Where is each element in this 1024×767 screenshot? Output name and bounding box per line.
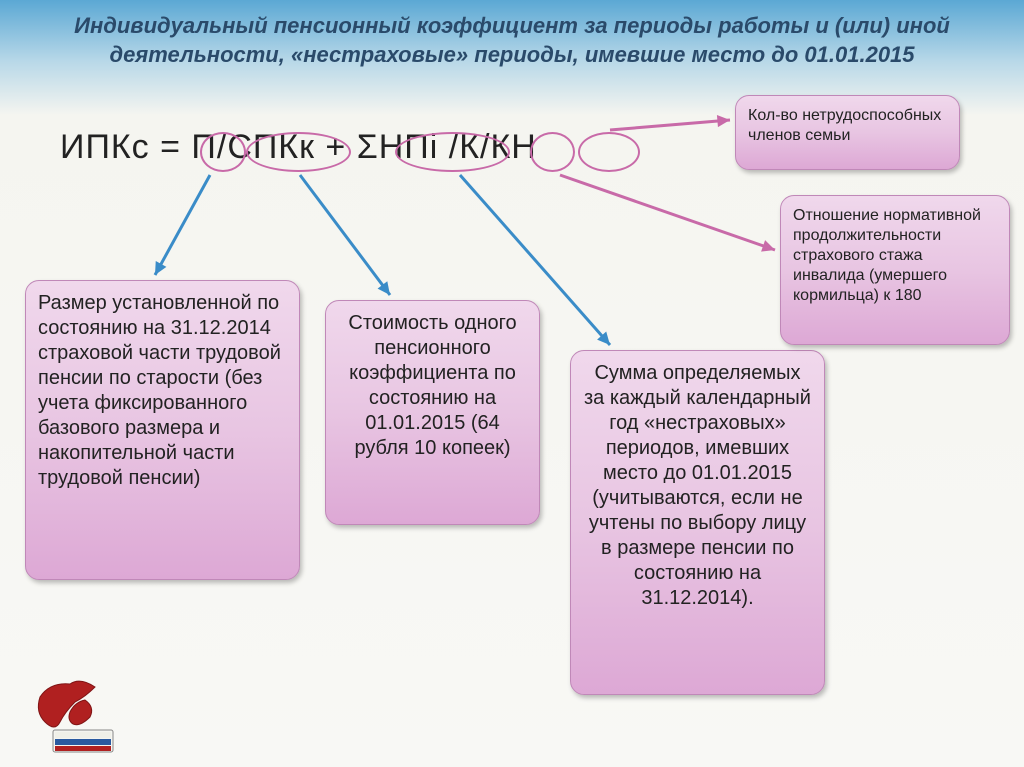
- formula-term-circle: [200, 132, 246, 172]
- formula-term-circle: [530, 132, 575, 172]
- formula-term-circle: [246, 132, 351, 172]
- info-box-b5: Отношение нормативной продолжительности …: [780, 195, 1010, 345]
- page-title: Индивидуальный пенсионный коэффициент за…: [0, 0, 1024, 69]
- info-box-b3: Сумма определяемых за каждый календарный…: [570, 350, 825, 695]
- info-box-b4: Кол-во нетрудоспособных членов семьи: [735, 95, 960, 170]
- formula-term-circle: [578, 132, 640, 172]
- info-box-b2: Стоимость одного пенсионного коэффициент…: [325, 300, 540, 525]
- info-box-b1: Размер установленной по состоянию на 31.…: [25, 280, 300, 580]
- pfr-logo-icon: [25, 672, 135, 757]
- formula-term-circle: [395, 132, 510, 172]
